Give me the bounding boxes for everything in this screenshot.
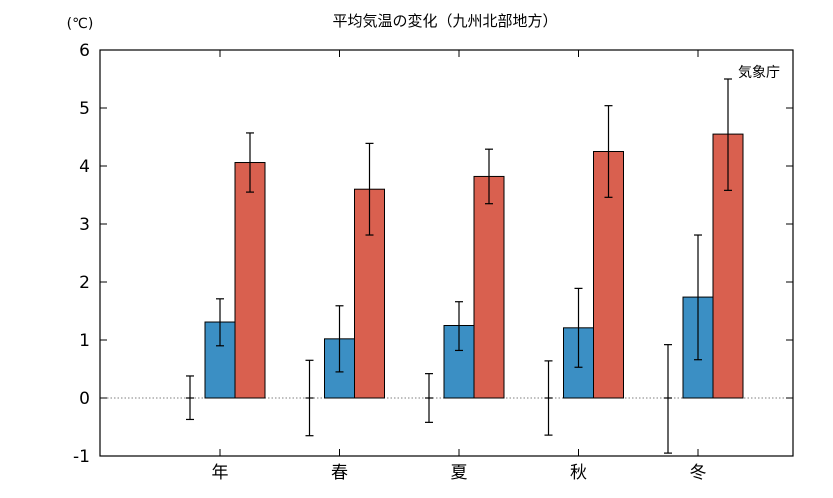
bar <box>473 175 505 399</box>
source-credit: 気象庁 <box>738 65 780 81</box>
x-tick-label: 年 <box>212 463 229 483</box>
bars-layer <box>204 133 744 399</box>
y-tick-label: 2 <box>79 273 90 293</box>
y-tick-label: 1 <box>79 331 90 351</box>
x-tick-label: 冬 <box>690 463 707 483</box>
plot-frame <box>99 49 794 457</box>
y-tick-label: 0 <box>79 389 90 409</box>
y-tick-label: 5 <box>79 99 90 119</box>
x-tick-label: 夏 <box>451 463 468 483</box>
axes-layer: -1 0 1 2 3 4 5 6 年 春 夏 秋 冬 <box>73 41 794 483</box>
x-tick-label: 春 <box>331 463 348 483</box>
error-bars-layer <box>186 78 732 454</box>
bar <box>234 162 266 399</box>
y-tick-label: 6 <box>79 41 90 61</box>
y-tick-label: 4 <box>79 157 90 177</box>
y-tick-label: 3 <box>79 215 90 235</box>
chart-title: 平均気温の変化（九州北部地方） <box>332 12 557 30</box>
x-tick-label: 秋 <box>570 463 587 483</box>
y-axis-unit: (℃) <box>67 16 94 32</box>
y-tick-label: -1 <box>73 447 90 467</box>
